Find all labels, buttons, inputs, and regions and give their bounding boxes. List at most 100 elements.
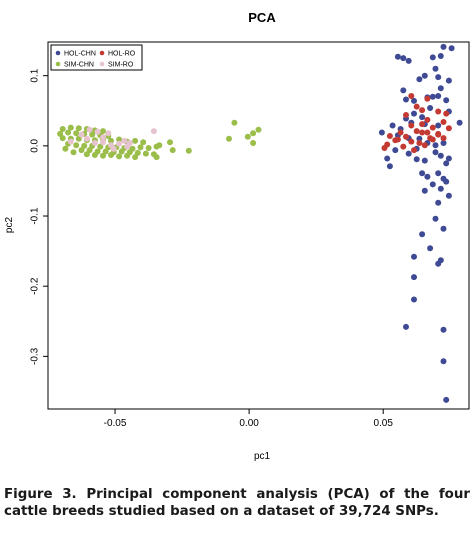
data-point-sim-chn	[185, 147, 192, 154]
data-point-hol-chn	[437, 185, 444, 192]
data-point-hol-chn	[437, 152, 444, 159]
data-point-sim-ro	[124, 143, 131, 150]
data-point-hol-chn	[427, 245, 434, 252]
data-point-sim-chn	[167, 139, 173, 146]
plot-frame	[47, 41, 470, 410]
data-point-hol-chn	[440, 43, 447, 50]
data-point-sim-chn	[78, 147, 85, 154]
data-point-hol-chn	[403, 323, 409, 330]
data-point-sim-chn	[59, 126, 66, 132]
data-point-sim-chn	[73, 130, 80, 137]
data-point-hol-chn	[440, 140, 447, 146]
data-point-sim-chn	[67, 124, 74, 131]
data-point-hol-ro	[419, 121, 426, 128]
data-point-hol-chn	[416, 76, 423, 83]
data-point-hol-chn	[435, 199, 442, 206]
data-point-sim-chn	[108, 137, 114, 144]
y-tick-label: -0.1	[30, 207, 41, 225]
data-point-sim-chn	[59, 135, 66, 142]
data-point-hol-chn	[384, 155, 391, 162]
data-point-hol-ro	[386, 133, 393, 139]
data-point-sim-ro	[100, 139, 106, 146]
legend-marker	[99, 61, 105, 67]
data-point-hol-ro	[435, 108, 442, 115]
data-point-sim-chn	[124, 152, 131, 159]
data-point-hol-chn	[416, 135, 423, 142]
data-point-hol-ro	[403, 133, 409, 140]
data-point-hol-ro	[440, 119, 447, 125]
y-tick-label: -0.2	[30, 277, 41, 295]
data-point-hol-chn	[405, 57, 412, 64]
data-point-sim-chn	[97, 143, 104, 150]
data-point-sim-ro	[83, 135, 90, 142]
data-point-hol-chn	[419, 114, 426, 121]
data-point-sim-chn	[91, 152, 98, 158]
data-point-hol-chn	[445, 192, 452, 199]
caption-text: Principal component analysis (PCA) of th…	[4, 487, 470, 519]
data-point-hol-chn	[421, 157, 428, 164]
data-point-sim-chn	[62, 145, 69, 152]
data-point-hol-ro	[413, 103, 420, 110]
data-point-hol-chn	[435, 122, 442, 129]
data-point-sim-chn	[156, 142, 163, 149]
axes-layer: -0.05 0.00 0.05 -0.3 -0.2 -0.1 0.0 0.1	[30, 68, 394, 429]
data-point-hol-chn	[413, 156, 420, 163]
data-point-sim-ro	[116, 140, 123, 147]
data-point-sim-chn	[132, 154, 139, 161]
pca-figure: PCA -0.05 0.00 0.05 -0.3 -0.2 -0.1 0.0 0.1 HOL-…	[4, 10, 470, 462]
data-point-hol-chn	[421, 72, 428, 79]
data-point-hol-chn	[443, 396, 450, 403]
data-point-sim-chn	[244, 133, 251, 140]
data-point-sim-ro	[105, 130, 112, 137]
data-point-hol-chn	[427, 105, 434, 111]
chart-title: PCA	[248, 10, 276, 25]
data-point-hol-chn	[400, 87, 407, 94]
data-point-hol-ro	[408, 138, 415, 145]
data-point-sim-chn	[169, 147, 176, 154]
data-point-hol-ro	[427, 135, 434, 142]
data-point-sim-ro	[78, 131, 85, 138]
data-point-hol-chn	[445, 155, 452, 162]
data-point-hol-chn	[432, 65, 439, 72]
data-point-hol-ro	[419, 107, 426, 114]
data-point-hol-ro	[421, 142, 428, 149]
data-point-hol-chn	[405, 150, 412, 157]
pca-chart: PCA -0.05 0.00 0.05 -0.3 -0.2 -0.1 0.0 0.1 HOL-…	[4, 10, 470, 462]
legend: HOL-CHN HOL-RO SIM-CHN SIM-RO	[50, 44, 143, 71]
data-point-sim-chn	[89, 131, 96, 138]
y-axis-label: pc2	[4, 217, 15, 234]
data-point-hol-chn	[440, 358, 447, 365]
legend-label: SIM-RO	[108, 62, 134, 69]
data-point-hol-ro	[408, 93, 415, 99]
data-point-hol-chn	[392, 147, 399, 154]
data-point-sim-chn	[132, 137, 139, 144]
data-point-hol-chn	[445, 77, 452, 84]
data-point-sim-chn	[73, 142, 80, 149]
data-point-hol-chn	[435, 93, 442, 99]
data-point-sim-chn	[145, 145, 152, 151]
data-point-hol-chn	[429, 54, 436, 61]
data-point-hol-chn	[419, 170, 426, 177]
data-point-hol-ro	[440, 135, 447, 142]
data-point-sim-chn	[100, 152, 106, 159]
data-point-hol-chn	[386, 163, 393, 170]
data-point-hol-chn	[435, 170, 442, 177]
points-layer	[57, 43, 463, 403]
data-point-sim-ro	[91, 140, 98, 146]
data-point-hol-chn	[400, 55, 407, 62]
data-point-hol-chn	[443, 178, 450, 185]
x-tick-label: 0.05	[373, 418, 393, 429]
legend-label: SIM-CHN	[64, 62, 94, 69]
data-point-hol-chn	[435, 74, 442, 81]
data-point-hol-chn	[424, 173, 431, 180]
data-point-hol-chn	[432, 149, 439, 156]
data-point-hol-chn	[411, 110, 417, 117]
data-point-sim-chn	[142, 150, 149, 157]
data-point-sim-chn	[250, 130, 257, 137]
data-point-hol-chn	[440, 225, 447, 232]
data-point-sim-chn	[250, 140, 257, 146]
data-point-hol-chn	[429, 181, 436, 188]
data-point-hol-ro	[400, 143, 407, 150]
data-point-hol-ro	[429, 124, 436, 131]
data-point-hol-ro	[443, 110, 450, 117]
